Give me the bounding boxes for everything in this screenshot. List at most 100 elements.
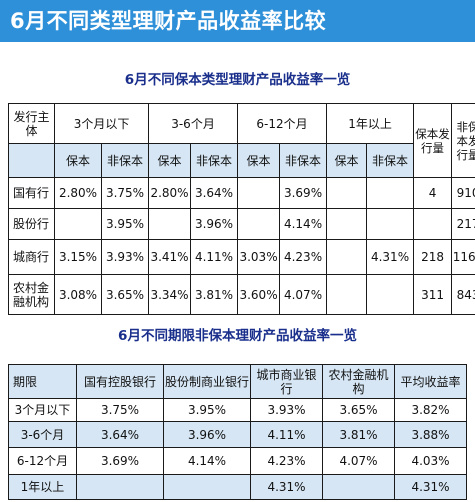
table-cell: 4.07%: [322, 447, 395, 475]
table-cell: 217: [451, 208, 475, 240]
header-bank-type: 农村金融机构: [322, 364, 395, 399]
row-issuer: 国有行: [8, 177, 55, 209]
table-header-row: 期限 国有控股银行 股份制商业银行 城市商业银行 农村金融机构 平均收益率: [8, 364, 467, 399]
table-cell: 3.81%: [322, 421, 395, 448]
table-cell: 4: [413, 177, 453, 209]
table-row: 城商行 3.15% 3.93% 3.41% 4.11% 3.03% 4.23% …: [8, 239, 475, 275]
page-banner: 6月不同类型理财产品收益率比较: [0, 0, 475, 42]
table-cell: [366, 177, 415, 209]
table-cell: [237, 177, 281, 209]
table-cell: 4.31%: [394, 474, 467, 500]
header-bank-type: 股份制商业银行: [163, 364, 251, 399]
table-cell: [54, 208, 102, 240]
table-header-row: 发行主体 3个月以下 3-6个月 6-12个月 1年以上 保本发行量 非保本发行…: [8, 103, 475, 178]
subheader-guaranteed: 保本: [237, 143, 281, 178]
table-cell: 2.80%: [148, 177, 192, 209]
subheader-guaranteed: 保本: [54, 143, 102, 178]
subheader-guaranteed: 保本: [326, 143, 368, 178]
table-cell: 4.03%: [394, 447, 467, 475]
row-term: 1年以上: [8, 474, 77, 500]
header-average-yield: 平均收益率: [394, 364, 467, 399]
table-cell: 3.75%: [76, 398, 164, 422]
table-cell: [413, 208, 453, 240]
table-cell: [163, 474, 251, 500]
header-term: 期限: [8, 364, 77, 399]
table-row: 3-6个月 3.64% 3.96% 4.11% 3.81% 3.88%: [8, 421, 467, 448]
table-cell: [326, 239, 368, 275]
subheader-nonguaranteed: 非保本: [190, 143, 239, 178]
table-cell: 3.88%: [394, 421, 467, 448]
term-yield-table: 期限 国有控股银行 股份制商业银行 城市商业银行 农村金融机构 平均收益率 3个…: [8, 364, 467, 500]
table-cell: 3.65%: [322, 398, 395, 422]
subheader-nonguaranteed: 非保本: [100, 143, 150, 178]
table1-title: 6月不同保本类型理财产品收益率一览: [124, 72, 351, 88]
table-cell: 3.64%: [76, 421, 164, 448]
subheader-nonguaranteed: 非保本: [279, 143, 328, 178]
table-cell: 3.95%: [163, 398, 251, 422]
guarantee-type-yield-table: 发行主体 3个月以下 3-6个月 6-12个月 1年以上 保本发行量 非保本发行…: [8, 103, 475, 315]
subheader-guaranteed: 保本: [148, 143, 192, 178]
table-row: 农村金融机构 3.08% 3.65% 3.34% 3.81% 3.60% 4.0…: [8, 274, 475, 315]
table-cell: 3.41%: [148, 239, 192, 275]
subheader-blank: [8, 143, 55, 178]
table-cell: 4.23%: [279, 239, 328, 275]
table-cell: 3.65%: [100, 274, 150, 315]
table-cell: 3.96%: [190, 208, 239, 240]
table-cell: 3.64%: [190, 177, 239, 209]
table-cell: [326, 177, 368, 209]
table-cell: 3.93%: [100, 239, 150, 275]
row-issuer: 股份行: [8, 208, 55, 240]
table-cell: 3.15%: [54, 239, 102, 275]
header-nonguaranteed-count: 非保本发行量: [451, 103, 475, 178]
row-issuer: 农村金融机构: [8, 274, 55, 315]
subheader-nonguaranteed: 非保本: [366, 143, 415, 178]
row-term: 3-6个月: [8, 421, 77, 448]
header-issuer: 发行主体: [8, 103, 55, 144]
table-cell: [366, 208, 415, 240]
table-cell: 3.81%: [190, 274, 239, 315]
table-cell: 3.82%: [394, 398, 467, 422]
table-cell: 3.34%: [148, 274, 192, 315]
table-row: 3个月以下 3.75% 3.95% 3.93% 3.65% 3.82%: [8, 398, 467, 422]
table-cell: 4.31%: [366, 239, 415, 275]
row-issuer: 城商行: [8, 239, 55, 275]
header-guaranteed-count: 保本发行量: [413, 103, 453, 178]
table-cell: 3.96%: [163, 421, 251, 448]
header-period: 3-6个月: [148, 103, 239, 144]
table-cell: 4.23%: [250, 447, 323, 475]
banner-title: 6月不同类型理财产品收益率比较: [10, 9, 327, 33]
table-cell: [322, 474, 395, 500]
table-cell: 3.69%: [76, 447, 164, 475]
row-term: 6-12个月: [8, 447, 77, 475]
table-cell: 4.14%: [279, 208, 328, 240]
table-cell: 4.11%: [250, 421, 323, 448]
table-cell: 3.69%: [279, 177, 328, 209]
row-term: 3个月以下: [8, 398, 77, 422]
table-cell: [326, 274, 368, 315]
table-cell: 843: [451, 274, 475, 315]
header-period: 3个月以下: [53, 103, 150, 144]
table-cell: 3.60%: [237, 274, 281, 315]
table-cell: 3.75%: [100, 177, 150, 209]
table-row: 国有行 2.80% 3.75% 2.80% 3.64% 3.69% 4 910: [8, 177, 475, 209]
table-cell: 3.03%: [237, 239, 281, 275]
table-cell: 218: [413, 239, 453, 275]
table-cell: 4.14%: [163, 447, 251, 475]
table-cell: 910: [451, 177, 475, 209]
table-cell: [326, 208, 368, 240]
header-period: 1年以上: [326, 103, 415, 144]
table-cell: 3.08%: [54, 274, 102, 315]
table-row: 股份行 3.95% 3.96% 4.14% 217: [8, 208, 475, 240]
table-row: 6-12个月 3.69% 4.14% 4.23% 4.07% 4.03%: [8, 447, 467, 475]
table-cell: [237, 208, 281, 240]
table-cell: 4.07%: [279, 274, 328, 315]
table-cell: [366, 274, 415, 315]
table2-title: 6月不同期限非保本理财产品收益率一览: [118, 328, 357, 344]
table-cell: 1165: [451, 239, 475, 275]
table-cell: 4.11%: [190, 239, 239, 275]
table-cell: 4.31%: [250, 474, 323, 500]
table-cell: 2.80%: [54, 177, 102, 209]
header-period: 6-12个月: [237, 103, 328, 144]
table-cell: 311: [413, 274, 453, 315]
header-bank-type: 城市商业银行: [250, 364, 323, 399]
